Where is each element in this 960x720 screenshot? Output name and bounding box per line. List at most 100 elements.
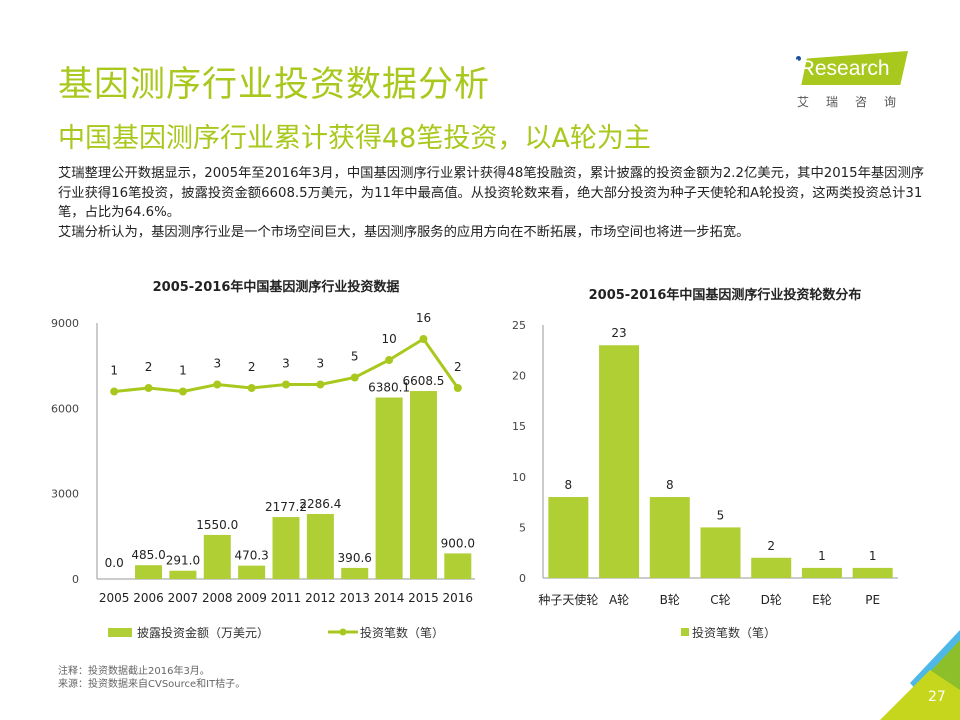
line-point (213, 380, 222, 389)
bar (548, 497, 589, 578)
corner-decoration (880, 630, 960, 720)
bar-value-label: 2286.4 (299, 497, 341, 511)
line-value-label: 3 (317, 357, 325, 371)
bar-value-label: 390.6 (338, 551, 372, 565)
page-title: 基因测序行业投资数据分析 (58, 65, 491, 105)
y-tick-label: 3000 (51, 488, 79, 501)
legend-line-marker (339, 628, 347, 636)
x-tick-label: 2016 (443, 591, 474, 605)
logo-cn: 艾瑞咨询 (797, 95, 914, 109)
chart2-legend: 投资笔数（笔） (681, 625, 776, 640)
x-tick-label: 种子天使轮 (538, 592, 598, 607)
line-value-label: 16 (416, 311, 431, 325)
y-tick-label: 10 (512, 471, 526, 484)
bar (409, 391, 437, 579)
chart1-legend: 披露投资金额（万美元） 投资笔数（笔） (108, 625, 444, 640)
bar-value-label: 6380.1 (368, 381, 410, 395)
bar-value-label: 1550.0 (196, 518, 238, 532)
chart2-title: 2005-2016年中国基因测序行业投资轮数分布 (589, 287, 862, 303)
note: 注释：投资数据截止2016年3月。 (58, 666, 210, 677)
y-tick-label: 20 (512, 370, 526, 383)
bar (801, 567, 842, 578)
logo-word: iResearch (795, 57, 890, 80)
bar (203, 534, 231, 579)
line-point (144, 384, 153, 392)
x-tick-label: 2014 (374, 591, 405, 605)
line-point (350, 373, 359, 382)
x-tick-label: PE (865, 593, 880, 607)
line-value-label: 10 (381, 332, 396, 346)
y-tick-label: 0 (519, 572, 526, 585)
bar-value-label: 1 (818, 549, 826, 563)
bar-value-label: 2177.2 (265, 500, 307, 514)
bar (599, 345, 640, 578)
chart2: 0 5 10 15 20 25 8 种子天使轮 23 A轮 8 B轮 5 C轮 2 D轮 1 E轮 1 PE (512, 319, 898, 607)
x-tick-label: 2011 (271, 591, 302, 605)
bar-value-label: 485.0 (131, 548, 165, 562)
y-tick-label: 6000 (51, 402, 79, 415)
line-value-label: 5 (351, 350, 359, 364)
source: 来源：投资数据来自CVSource和IT桔子。 (58, 679, 246, 690)
line-point (316, 380, 325, 389)
bar-value-label: 8 (565, 478, 573, 492)
paragraph-1: 艾瑞整理公开数据显示，2005年至2016年3月，中国基因测序行业累计获得48笔… (58, 166, 925, 220)
x-tick-label: 2007 (168, 591, 199, 605)
y-tick-label: 0 (72, 573, 79, 586)
bar (375, 397, 403, 579)
footnotes: 注释：投资数据截止2016年3月。 来源：投资数据来自CVSource和IT桔子… (58, 665, 245, 691)
bar (238, 565, 266, 579)
line-point (247, 384, 256, 392)
line-point (178, 387, 187, 396)
y-tick-label: 5 (519, 521, 526, 534)
bar (341, 567, 369, 579)
bar (852, 567, 893, 578)
x-tick-label: 2015 (408, 591, 439, 605)
bar-value-label: 5 (717, 508, 725, 522)
x-tick-label: 2009 (236, 591, 267, 605)
legend-bar-swatch (108, 628, 132, 637)
line-value-label: 2 (145, 360, 153, 374)
chart1-title: 2005-2016年中国基因测序行业投资数据 (153, 279, 400, 295)
page-number: 27 (928, 689, 946, 705)
x-tick-label: E轮 (812, 593, 832, 607)
y-tick-label: 9000 (51, 317, 79, 330)
line-value-label: 2 (454, 360, 462, 374)
bar-value-label: 2 (767, 539, 775, 553)
legend-line-label: 投资笔数（笔） (360, 625, 444, 640)
x-tick-label: 2005 (99, 591, 130, 605)
line-point (419, 335, 428, 343)
bar-value-label: 0.0 (105, 556, 124, 570)
bar-value-label: 470.3 (234, 549, 268, 563)
x-tick-label: C轮 (710, 593, 730, 607)
bar (306, 513, 334, 579)
bar (444, 553, 472, 579)
line-value-label: 1 (110, 364, 118, 378)
bar (169, 570, 197, 579)
bar-value-label: 900.0 (441, 536, 475, 550)
line-point (453, 384, 462, 392)
bar-value-label: 291.0 (166, 554, 200, 568)
line-value-label: 1 (179, 364, 187, 378)
bar-value-label: 1 (869, 549, 877, 563)
x-tick-label: 2013 (339, 591, 370, 605)
bar-value-label: 8 (666, 478, 674, 492)
line-point (385, 356, 394, 364)
logo-dot (796, 56, 801, 61)
line-value-label: 3 (282, 357, 290, 371)
y-tick-label: 25 (512, 319, 526, 332)
line-point (110, 387, 119, 396)
iresearch-logo: iResearch 艾瑞咨询 (793, 51, 913, 109)
line-value-label: 2 (248, 360, 256, 374)
x-tick-label: 2006 (133, 591, 164, 605)
bar (272, 517, 300, 579)
bar-value-label: 6608.5 (402, 374, 444, 388)
page-subtitle: 中国基因测序行业累计获得48笔投资，以A轮为主 (58, 123, 651, 154)
bar (135, 565, 163, 579)
bar (700, 527, 741, 578)
x-tick-label: 2012 (305, 591, 336, 605)
summary-text: 艾瑞整理公开数据显示，2005年至2016年3月，中国基因测序行业累计获得48笔… (58, 164, 928, 242)
x-tick-label: 2008 (202, 591, 233, 605)
bar-value-label: 23 (611, 326, 626, 340)
